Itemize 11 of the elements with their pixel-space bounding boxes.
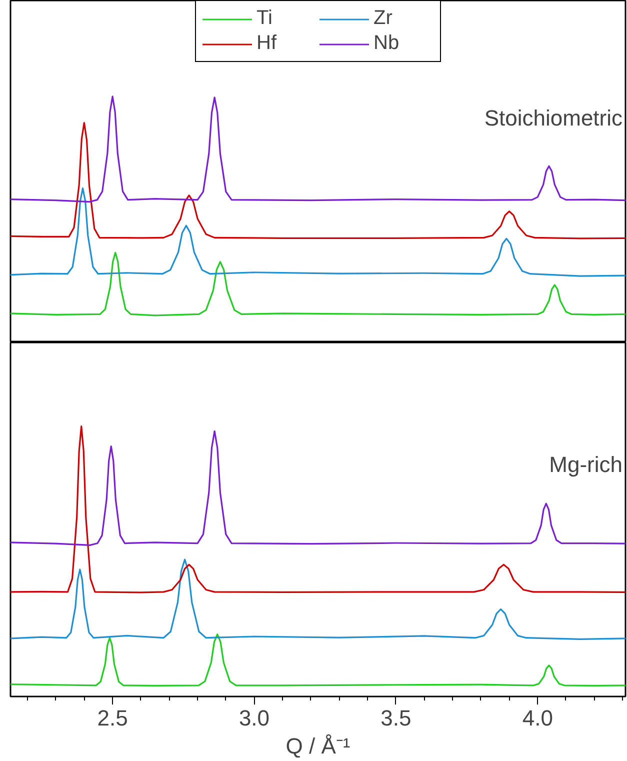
annotation: Stoichiometric	[484, 105, 622, 130]
legend-label: Ti	[256, 7, 274, 30]
legend-label: Nb	[374, 32, 400, 55]
x-tick-label: 3.5	[380, 706, 412, 730]
x-tick-label: 3.0	[238, 706, 270, 730]
x-tick-label: 2.5	[97, 706, 128, 730]
legend-label: Zr	[374, 7, 394, 30]
annotation: Mg-rich	[549, 452, 623, 478]
legend-label: Hf	[256, 32, 278, 55]
x-tick-label: 4.0	[522, 706, 553, 730]
x-axis-title: Q / Å⁻¹	[286, 734, 350, 758]
